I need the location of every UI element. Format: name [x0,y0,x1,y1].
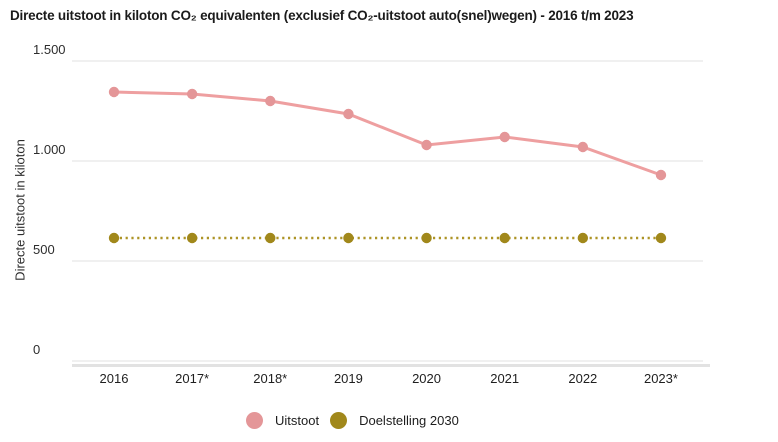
data-point-marker[interactable] [655,232,667,244]
data-point-marker[interactable] [577,141,589,153]
x-tick-label: 2022 [568,371,598,386]
data-point-marker[interactable] [499,232,510,244]
x-tick-label: 2019 [333,371,363,386]
data-point-marker[interactable] [421,139,432,151]
series-line-uitstoot [113,90,662,177]
data-point-marker[interactable] [265,95,276,107]
data-point-marker[interactable] [186,88,198,100]
x-tick-label: 2017* [175,371,210,386]
x-tick-label: 2020 [412,371,441,386]
data-point-marker[interactable] [343,108,354,120]
data-point-marker[interactable] [186,232,198,244]
x-tick-label: 2021 [490,371,520,386]
x-tick-label: 2023* [643,371,678,386]
y-tick-label: 0 [33,342,41,357]
chart-title: Directe uitstoot in kiloton CO₂ equivale… [10,8,634,23]
y-tick-label: 500 [33,242,55,257]
data-point-marker[interactable] [655,169,667,181]
chart-legend: Uitstoot Doelstelling 2030 [246,412,459,429]
y-tick-label: 1.500 [33,42,66,57]
data-point-marker[interactable] [577,232,589,244]
legend-label: Uitstoot [275,413,320,428]
legend-item-uitstoot[interactable]: Uitstoot [246,412,319,429]
data-point-marker[interactable] [421,232,432,244]
legend-swatch-icon [246,412,263,429]
x-tick-label: 2016 [99,371,129,386]
x-tick-label: 2018* [253,371,288,386]
data-point-marker[interactable] [499,131,510,143]
y-tick-label: 1.000 [33,142,66,157]
data-point-marker[interactable] [108,232,120,244]
legend-item-doelstelling-2030[interactable]: Doelstelling 2030 [330,412,459,429]
data-point-marker[interactable] [265,232,276,244]
legend-label: Doelstelling 2030 [359,413,459,428]
legend-swatch-icon [330,412,348,429]
data-point-marker[interactable] [343,232,354,244]
data-point-marker[interactable] [108,86,120,98]
